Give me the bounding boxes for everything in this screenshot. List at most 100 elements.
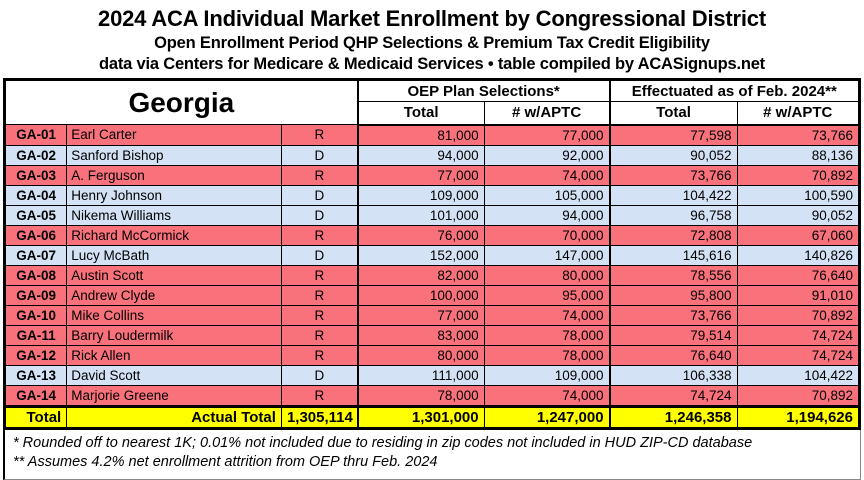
party-cell: D <box>280 144 359 166</box>
eff-total-cell: 78,556 <box>608 264 738 286</box>
eff-aptc-cell: 88,136 <box>736 144 860 166</box>
sub-header-row: Total # w/APTC Total # w/APTC <box>5 101 860 126</box>
eff-aptc-cell: 76,640 <box>736 264 860 286</box>
eff-aptc-cell: 90,052 <box>736 204 860 226</box>
oep-aptc-cell: 105,000 <box>483 184 611 206</box>
oep-aptc-cell: 77,000 <box>483 124 611 146</box>
source-line: data via Centers for Medicare & Medicaid… <box>99 55 765 73</box>
district-cell: GA-13 <box>3 364 68 386</box>
oep-total-cell: 101,000 <box>356 204 485 226</box>
party-cell: D <box>280 184 359 206</box>
effectuated-total-header: Total <box>608 101 738 126</box>
party-cell: R <box>280 164 359 186</box>
table-row: GA-09 Andrew Clyde R 100,000 95,000 95,8… <box>3 284 860 306</box>
effectuated-aptc-header: # w/APTC <box>736 101 860 126</box>
effectuated-group-header: Effectuated as of Feb. 2024** <box>608 79 860 102</box>
district-cell: GA-06 <box>3 224 68 246</box>
eff-total-cell: 72,808 <box>608 224 738 246</box>
rep-name-cell: Richard McCormick <box>66 224 282 246</box>
eff-total-cell: 76,640 <box>608 344 738 366</box>
enrollment-table: Georgia OEP Plan Selections* Effectuated… <box>3 78 861 430</box>
oep-total-cell: 81,000 <box>356 124 485 146</box>
eff-aptc-cell: 70,892 <box>736 304 860 326</box>
district-cell: GA-03 <box>3 164 68 186</box>
actual-total-label-cell: Actual Total <box>66 404 282 429</box>
total-eff-total-cell: 1,246,358 <box>608 404 738 429</box>
eff-aptc-cell: 70,892 <box>736 384 860 407</box>
oep-total-cell: 76,000 <box>356 224 485 246</box>
eff-total-cell: 104,422 <box>608 184 738 206</box>
total-row: Total Actual Total 1,305,114 1,301,000 1… <box>3 404 860 429</box>
party-cell: R <box>280 344 359 366</box>
eff-total-cell: 106,338 <box>608 364 738 386</box>
rep-name-cell: Earl Carter <box>66 124 282 146</box>
district-cell: GA-04 <box>3 184 68 206</box>
total-oep-aptc-cell: 1,247,000 <box>483 404 611 429</box>
oep-total-cell: 111,000 <box>356 364 485 386</box>
rep-name-cell: Mike Collins <box>66 304 282 326</box>
rep-name-cell: Austin Scott <box>66 264 282 286</box>
table-row: GA-06 Richard McCormick R 76,000 70,000 … <box>3 224 860 246</box>
table-row: GA-08 Austin Scott R 82,000 80,000 78,55… <box>3 264 860 286</box>
rep-name-cell: Sanford Bishop <box>66 144 282 166</box>
table-row: GA-05 Nikema Williams D 101,000 94,000 9… <box>3 204 860 226</box>
oep-aptc-cell: 74,000 <box>483 304 611 326</box>
rep-name-cell: Nikema Williams <box>66 204 282 226</box>
table-row: GA-07 Lucy McBath D 152,000 147,000 145,… <box>3 244 860 266</box>
page-title: 2024 ACA Individual Market Enrollment by… <box>98 6 766 31</box>
party-cell: R <box>280 324 359 346</box>
footnotes: * Rounded off to nearest 1K; 0.01% not i… <box>3 429 861 480</box>
eff-total-cell: 77,598 <box>608 124 738 146</box>
oep-group-header: OEP Plan Selections* <box>356 79 611 102</box>
district-rows: GA-01 Earl Carter R 81,000 77,000 77,598… <box>3 124 860 407</box>
rep-name-cell: Lucy McBath <box>66 244 282 266</box>
eff-total-cell: 95,800 <box>608 284 738 306</box>
district-cell: GA-14 <box>3 384 68 407</box>
table-row: GA-13 David Scott D 111,000 109,000 106,… <box>3 364 860 386</box>
district-cell: GA-02 <box>3 144 68 166</box>
oep-total-cell: 100,000 <box>356 284 485 306</box>
oep-aptc-cell: 78,000 <box>483 324 611 346</box>
oep-total-cell: 80,000 <box>356 344 485 366</box>
oep-total-cell: 94,000 <box>356 144 485 166</box>
oep-aptc-cell: 74,000 <box>483 164 611 186</box>
group-header-row: Georgia OEP Plan Selections* Effectuated… <box>3 79 860 125</box>
district-cell: GA-05 <box>3 204 68 226</box>
table-row: GA-02 Sanford Bishop D 94,000 92,000 90,… <box>3 144 860 166</box>
rep-name-cell: A. Ferguson <box>66 164 282 186</box>
footnote-oep: * Rounded off to nearest 1K; 0.01% not i… <box>13 434 753 451</box>
oep-total-cell: 77,000 <box>356 164 485 186</box>
oep-aptc-cell: 95,000 <box>483 284 611 306</box>
oep-total-cell: 83,000 <box>356 324 485 346</box>
district-cell: GA-01 <box>3 124 68 146</box>
oep-aptc-cell: 70,000 <box>483 224 611 246</box>
eff-aptc-cell: 70,892 <box>736 164 860 186</box>
oep-aptc-cell: 147,000 <box>483 244 611 266</box>
oep-aptc-cell: 74,000 <box>483 384 611 407</box>
eff-aptc-cell: 74,724 <box>736 344 860 366</box>
party-cell: R <box>280 384 359 407</box>
footnote-effectuated: ** Assumes 4.2% net enrollment attrition… <box>13 453 438 470</box>
table-row: GA-04 Henry Johnson D 109,000 105,000 10… <box>3 184 860 206</box>
party-cell: R <box>280 264 359 286</box>
district-cell: GA-08 <box>3 264 68 286</box>
district-cell: GA-09 <box>3 284 68 306</box>
rep-name-cell: Rick Allen <box>66 344 282 366</box>
eff-aptc-cell: 91,010 <box>736 284 860 306</box>
rep-name-cell: David Scott <box>66 364 282 386</box>
eff-total-cell: 90,052 <box>608 144 738 166</box>
oep-total-cell: 82,000 <box>356 264 485 286</box>
oep-total-header: Total <box>356 101 485 126</box>
oep-total-cell: 152,000 <box>356 244 485 266</box>
oep-aptc-cell: 94,000 <box>483 204 611 226</box>
eff-aptc-cell: 74,724 <box>736 324 860 346</box>
table-row: GA-11 Barry Loudermilk R 83,000 78,000 7… <box>3 324 860 346</box>
eff-total-cell: 96,758 <box>608 204 738 226</box>
eff-aptc-cell: 67,060 <box>736 224 860 246</box>
actual-total-value-cell: 1,305,114 <box>280 404 359 429</box>
eff-total-cell: 74,724 <box>608 384 738 407</box>
district-cell: GA-07 <box>3 244 68 266</box>
total-eff-aptc-cell: 1,194,626 <box>736 404 860 429</box>
eff-total-cell: 79,514 <box>608 324 738 346</box>
total-label-cell: Total <box>3 404 68 429</box>
